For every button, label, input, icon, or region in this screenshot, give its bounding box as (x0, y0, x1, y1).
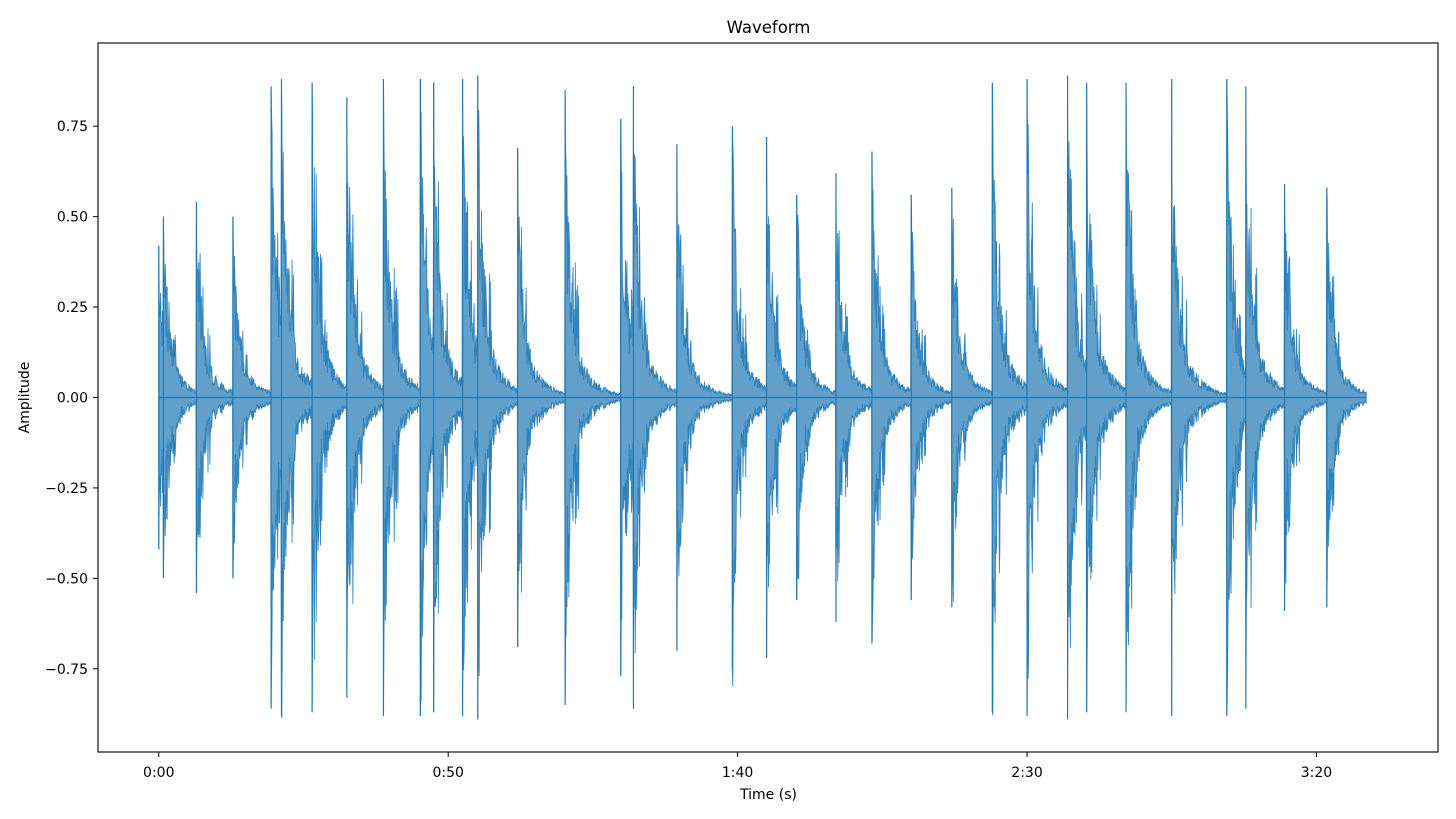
x-tick-label: 0:00 (143, 765, 174, 781)
axes: 0:00 0:50 1:40 2:30 3:20 0.75 0.50 0.25 0.00 −0.2… (45, 42, 1439, 781)
x-tick-label: 2:30 (1011, 765, 1042, 781)
y-tick-label: 0.25 (57, 300, 88, 316)
x-tick-label: 3:20 (1301, 765, 1332, 781)
y-tick-label: −0.50 (45, 571, 88, 587)
y-tick-label: −0.75 (45, 662, 88, 678)
y-tick-label: 0.75 (57, 119, 88, 135)
y-tick-label: 0.00 (57, 391, 88, 407)
y-tick-label: −0.25 (45, 481, 88, 497)
x-tick-label: 1:40 (722, 765, 753, 781)
x-tick-label: 0:50 (432, 765, 463, 781)
y-tick-label: 0.50 (57, 210, 88, 226)
chart-title: Waveform (727, 18, 811, 37)
plot-area (158, 75, 1367, 720)
y-axis-title: Amplitude (17, 362, 33, 434)
x-axis-title: Time (s) (739, 787, 797, 803)
